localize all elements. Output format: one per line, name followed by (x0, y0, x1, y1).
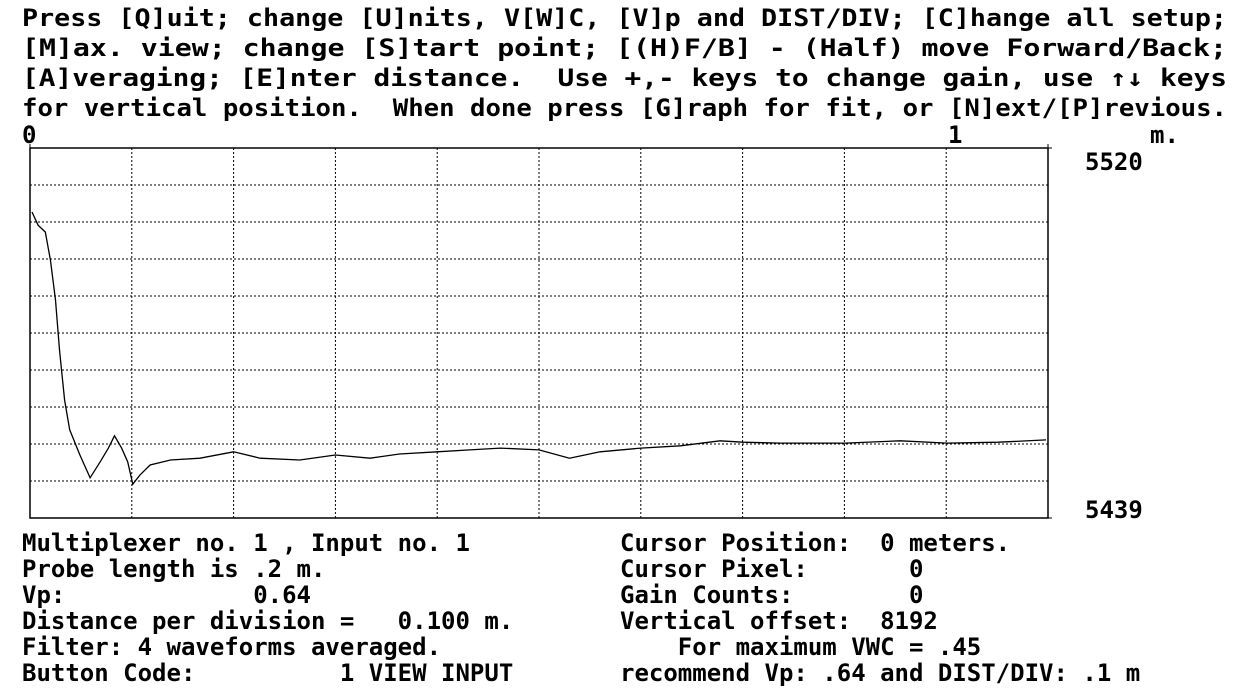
waveform (31, 211, 1047, 486)
x-axis-unit: m. (1150, 121, 1179, 149)
status-right: recommend Vp: .64 and DIST/DIV: .1 m (620, 659, 1140, 687)
plot-frame (29, 147, 1049, 519)
status-right: Gain Counts: 0 (620, 581, 923, 609)
status-left: Multiplexer no. 1 , Input no. 1 (22, 529, 470, 557)
status-right: Cursor Pixel: 0 (620, 555, 923, 583)
instruction-line: [A]veraging; [E]nter distance. Use +,- k… (22, 64, 1227, 92)
status-left: Vp: 0.64 (22, 581, 311, 609)
status-right: Cursor Position: 0 meters. (620, 529, 1010, 557)
x-tick-label: 1 (948, 121, 962, 149)
status-left: Probe length is .2 m. (22, 555, 325, 583)
status-left: Button Code: 1 VIEW INPUT (22, 659, 513, 687)
y-tick-label: 5439 (1085, 496, 1143, 524)
status-left: Distance per division = 0.100 m. (22, 607, 513, 635)
status-right: For maximum VWC = .45 (620, 633, 981, 661)
instruction-line: [M]ax. view; change [S]tart point; [(H)F… (22, 34, 1227, 62)
y-tick-label: 5520 (1085, 148, 1143, 176)
status-left: Filter: 4 waveforms averaged. (22, 633, 441, 661)
instruction-line: Press [Q]uit; change [U]nits, V[W]C, [V]… (22, 4, 1227, 32)
x-tick-label: 0 (22, 121, 36, 149)
status-right: Vertical offset: 8192 (620, 607, 938, 635)
instruction-line: for vertical position. When done press [… (22, 94, 1227, 122)
